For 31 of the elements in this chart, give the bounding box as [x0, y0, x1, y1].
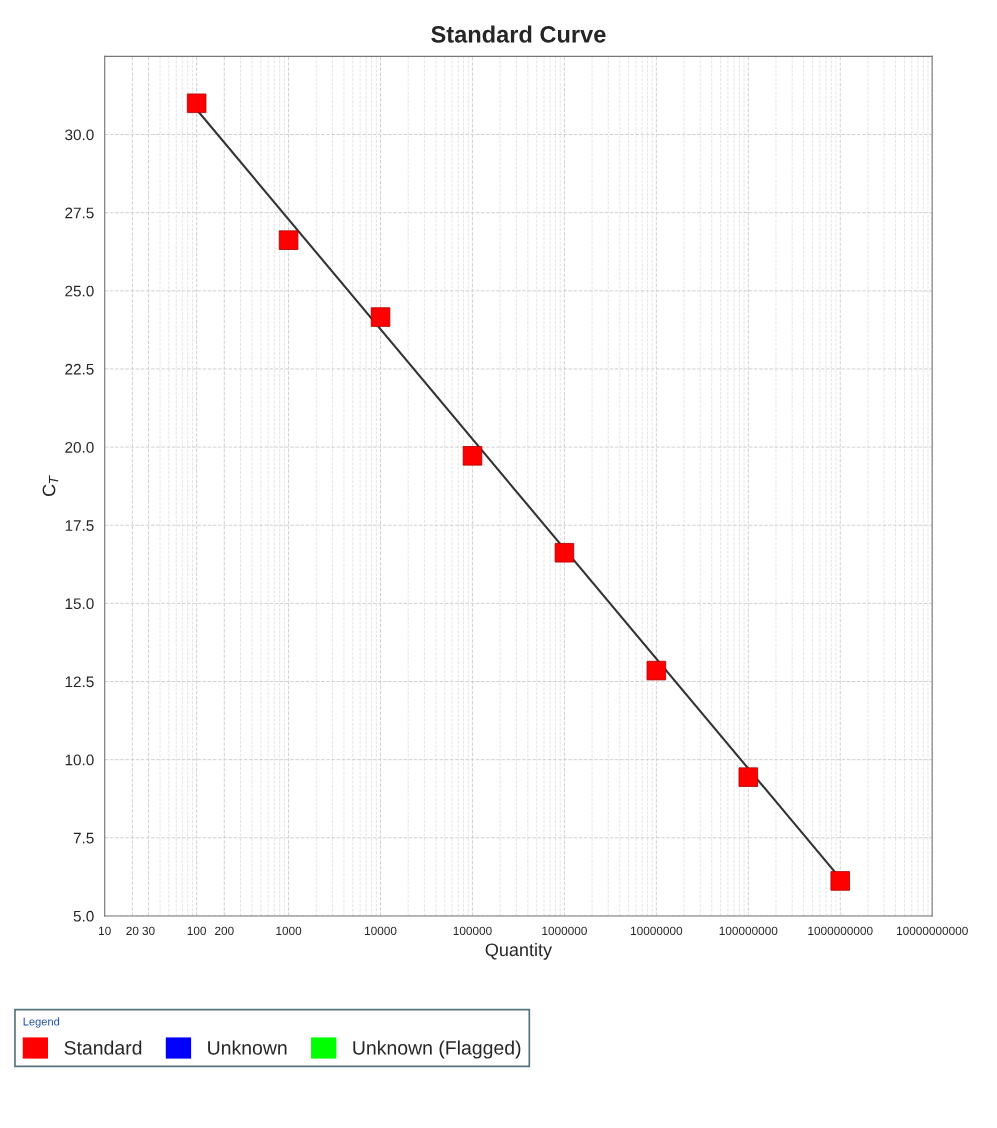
x-tick-label: 10000: [365, 926, 397, 936]
x-tick-label: 200: [215, 926, 234, 936]
y-tick-label: 25.0: [65, 285, 94, 297]
y-tick-label: 22.5: [65, 363, 94, 375]
x-tick-label: 1000000: [542, 926, 587, 936]
x-tick-label: 20: [126, 926, 139, 936]
x-tick-label: 1000000000: [808, 926, 873, 936]
x-tick-label: 100000: [453, 926, 492, 936]
chart-title: Standard Curve: [431, 25, 606, 43]
x-tick-label: 10000000000: [896, 926, 968, 936]
legend-label: Standard: [64, 1040, 142, 1055]
y-tick-label: 7.5: [73, 832, 94, 844]
y-tick-label: 20.0: [65, 441, 94, 453]
x-tick-label: 10000000: [631, 926, 683, 936]
y-tick-label: 30.0: [65, 129, 94, 141]
x-tick-label: 100000000: [719, 926, 778, 936]
legend-label: Unknown: [208, 1040, 287, 1055]
y-tick-label: 12.5: [65, 676, 94, 688]
y-tick-label: 5.0: [73, 910, 94, 922]
x-tick-label: 1000: [276, 926, 302, 936]
x-tick-label: 100: [187, 926, 207, 936]
x-axis-title: Quantity: [485, 942, 553, 960]
y-tick-label: 17.5: [65, 520, 94, 531]
y-tick-label: 15.0: [65, 598, 94, 610]
y-axis-title: C$_{T}$: [42, 475, 59, 496]
legend-label: Unknown (Flagged): [353, 1040, 521, 1059]
y-tick-label: 10.0: [65, 754, 94, 766]
x-tick-label: 30: [142, 926, 155, 936]
y-tick-label: 27.5: [65, 207, 94, 219]
x-tick-label: 10: [99, 926, 111, 936]
legend-title: Legend: [23, 1017, 60, 1028]
